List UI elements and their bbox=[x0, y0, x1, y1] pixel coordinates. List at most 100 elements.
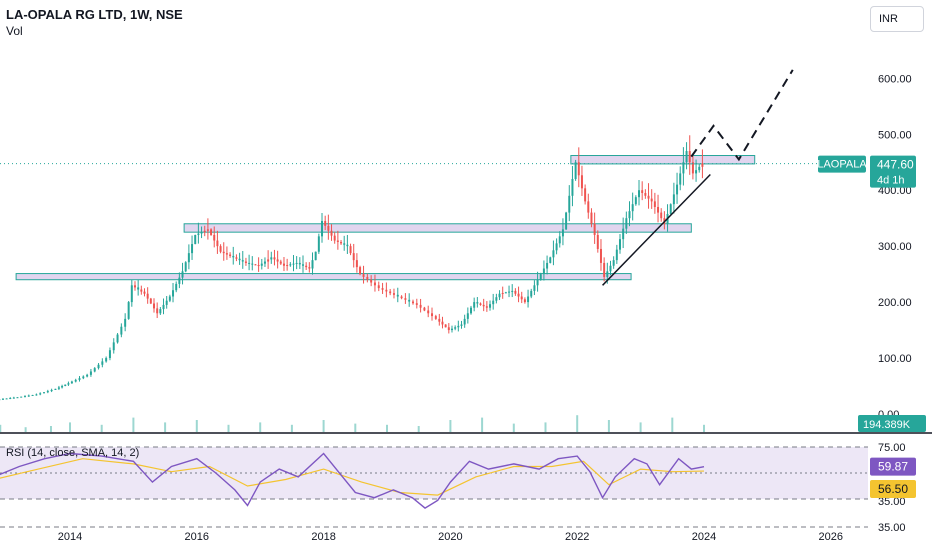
volume-bar bbox=[69, 422, 71, 432]
candle-body bbox=[64, 385, 66, 386]
candle-body bbox=[120, 327, 122, 335]
candle-body bbox=[172, 290, 174, 296]
last-price-text: 447.60 bbox=[877, 158, 914, 172]
candle-body bbox=[549, 257, 551, 263]
chart-header: LA-OPALA RG LTD, 1W, NSE Vol bbox=[6, 6, 183, 39]
volume-bar bbox=[196, 420, 198, 432]
candle-body bbox=[289, 264, 291, 265]
candle-body bbox=[153, 303, 155, 308]
time-tick-label: 2014 bbox=[58, 531, 82, 543]
candle-body bbox=[182, 271, 184, 277]
candle-body bbox=[67, 383, 69, 384]
candle-body bbox=[476, 302, 478, 303]
candle-body bbox=[530, 291, 532, 297]
candle-body bbox=[9, 398, 11, 399]
candle-body bbox=[71, 382, 73, 384]
candle-body bbox=[248, 263, 250, 264]
candle-body bbox=[296, 263, 298, 264]
candle-body bbox=[258, 265, 260, 266]
candle-body bbox=[467, 313, 469, 319]
candle-body bbox=[609, 266, 611, 272]
time-tick-label: 2020 bbox=[438, 531, 462, 543]
time-tick-label: 2026 bbox=[819, 531, 843, 543]
candle-body bbox=[137, 287, 139, 289]
candle-body bbox=[216, 241, 218, 247]
candle-body bbox=[47, 391, 49, 392]
candle-body bbox=[686, 151, 688, 162]
candle-body bbox=[578, 162, 580, 175]
candle-body bbox=[401, 297, 403, 299]
candle-body bbox=[159, 309, 161, 313]
symbol-tag-text: LAOPALA bbox=[817, 159, 867, 171]
candle-body bbox=[679, 173, 681, 184]
currency-button[interactable]: INR bbox=[870, 6, 924, 32]
candle-body bbox=[109, 350, 111, 358]
candle-body bbox=[24, 396, 26, 397]
candle-body bbox=[533, 285, 535, 291]
candle-body bbox=[540, 274, 542, 280]
rsi-value-text: 59.87 bbox=[878, 460, 908, 474]
candle-body bbox=[651, 199, 653, 202]
candle-body bbox=[543, 269, 545, 275]
candle-body bbox=[175, 284, 177, 290]
rsi-label: RSI (14, close, SMA, 14, 2) bbox=[6, 447, 139, 459]
candle-body bbox=[363, 274, 365, 277]
candle-body bbox=[460, 324, 462, 325]
candle-body bbox=[568, 196, 570, 213]
candle-body bbox=[223, 252, 225, 253]
volume-bar bbox=[25, 427, 27, 432]
candle-body bbox=[648, 196, 650, 199]
candle-body bbox=[382, 288, 384, 290]
candle-body bbox=[251, 264, 253, 265]
candle-body bbox=[404, 298, 406, 300]
candle-body bbox=[315, 252, 317, 260]
candle-body bbox=[337, 241, 339, 242]
price-tick-label: 500.00 bbox=[878, 129, 912, 141]
volume-bar bbox=[671, 418, 673, 432]
projection-path bbox=[691, 70, 792, 160]
candle-body bbox=[359, 267, 361, 274]
time-tick-label: 2022 bbox=[565, 531, 589, 543]
candle-body bbox=[13, 398, 15, 399]
candle-body bbox=[204, 231, 206, 232]
candle-body bbox=[163, 305, 165, 309]
candle-body bbox=[606, 271, 608, 277]
candle-body bbox=[239, 259, 241, 260]
candle-body bbox=[353, 253, 355, 260]
candle-body bbox=[635, 197, 637, 204]
candle-body bbox=[489, 304, 491, 307]
time-tick-label: 2024 bbox=[692, 531, 716, 543]
candle-body bbox=[79, 378, 81, 380]
candle-body bbox=[54, 389, 56, 390]
candle-body bbox=[565, 213, 567, 230]
candle-body bbox=[134, 285, 136, 287]
candle-body bbox=[191, 244, 193, 253]
volume-bar bbox=[50, 426, 52, 432]
candle-body bbox=[20, 397, 22, 398]
candle-body bbox=[194, 235, 196, 244]
candle-body bbox=[698, 167, 700, 170]
candle-body bbox=[327, 226, 329, 231]
volume-bar bbox=[481, 418, 483, 432]
candle-body bbox=[562, 229, 564, 236]
volume-bar bbox=[449, 420, 451, 432]
candle-body bbox=[464, 319, 466, 325]
candle-body bbox=[603, 263, 605, 277]
candle-body bbox=[632, 204, 634, 211]
price-tick-label: 600.00 bbox=[878, 73, 912, 85]
candle-body bbox=[575, 162, 577, 179]
volume-bar bbox=[640, 422, 642, 432]
candle-body bbox=[521, 297, 523, 300]
volume-bar bbox=[0, 425, 1, 432]
candle-body bbox=[131, 285, 133, 302]
candle-body bbox=[197, 234, 199, 235]
price-tick-label: 100.00 bbox=[878, 353, 912, 365]
candle-body bbox=[229, 255, 231, 256]
candle-body bbox=[6, 398, 8, 399]
zone-upper bbox=[571, 156, 755, 164]
candle-body bbox=[495, 297, 497, 300]
candle-body bbox=[185, 262, 187, 271]
candle-body bbox=[508, 292, 510, 293]
